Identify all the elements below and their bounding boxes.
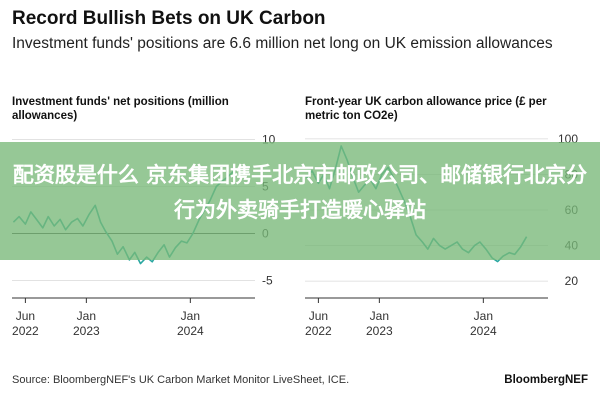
right-ytick-label: 20 <box>565 274 579 288</box>
left-xtick-year: 2023 <box>73 324 100 338</box>
chart-title: Record Bullish Bets on UK Carbon <box>12 8 326 29</box>
right-xtick-month: Jan <box>474 309 493 323</box>
left-xtick-year: 2024 <box>177 324 204 338</box>
right-xtick-month: Jan <box>370 309 389 323</box>
chart-subtitle: Investment funds' positions are 6.6 mill… <box>12 35 553 52</box>
right-xtick-year: 2022 <box>305 324 332 338</box>
overlay-banner <box>0 142 600 260</box>
source-note: Source: BloombergNEF's UK Carbon Market … <box>12 374 350 386</box>
brand-logo: BloombergNEF <box>504 374 588 386</box>
left-panel-title: Investment funds' net positions (million… <box>12 96 229 122</box>
overlay-banner-text: 配资股是什么 京东集团携手北京市邮政公司、邮储银行北京分行为外卖骑手打造暖心驿站 <box>12 163 588 222</box>
right-panel-title: Front-year UK carbon allowance price (£ … <box>305 96 547 122</box>
left-xtick-month: Jun <box>16 309 35 323</box>
left-xtick-month: Jan <box>181 309 200 323</box>
right-xtick-year: 2023 <box>366 324 393 338</box>
right-xtick-month: Jun <box>309 309 328 323</box>
right-xtick-year: 2024 <box>470 324 497 338</box>
left-xtick-month: Jan <box>77 309 96 323</box>
left-xtick-year: 2022 <box>12 324 39 338</box>
left-ytick-label: -5 <box>262 274 273 288</box>
